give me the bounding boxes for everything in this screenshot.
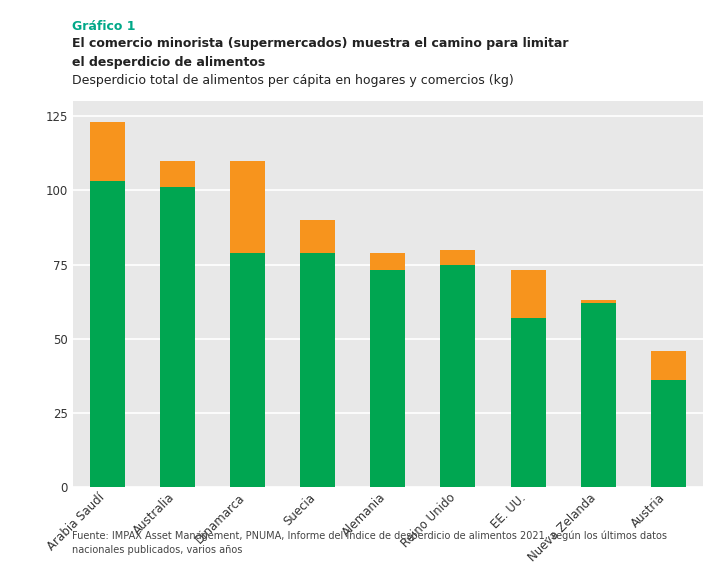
Bar xyxy=(370,253,405,270)
Bar xyxy=(370,270,405,487)
Text: Fuente: IMPAX Asset Management, PNUMA, Informe del Índice de desperdicio de alim: Fuente: IMPAX Asset Management, PNUMA, I… xyxy=(72,529,668,555)
Bar xyxy=(90,181,125,487)
Bar xyxy=(650,380,686,487)
Text: Gráfico 1: Gráfico 1 xyxy=(72,20,136,33)
Bar xyxy=(300,253,335,487)
Bar xyxy=(440,249,476,265)
Bar xyxy=(160,187,195,487)
Text: El comercio minorista (supermercados) muestra el camino para limitar: El comercio minorista (supermercados) mu… xyxy=(72,37,569,50)
Bar xyxy=(160,160,195,187)
Bar xyxy=(510,318,545,487)
Bar xyxy=(510,270,545,318)
Bar xyxy=(300,220,335,253)
Bar xyxy=(230,253,265,487)
Bar xyxy=(581,300,616,303)
Bar xyxy=(440,265,476,487)
Bar xyxy=(581,303,616,487)
Bar xyxy=(230,160,265,253)
Text: el desperdicio de alimentos: el desperdicio de alimentos xyxy=(72,56,266,69)
Bar xyxy=(650,351,686,380)
Text: Desperdicio total de alimentos per cápita en hogares y comercios (kg): Desperdicio total de alimentos per cápit… xyxy=(72,74,514,87)
Bar xyxy=(90,122,125,181)
